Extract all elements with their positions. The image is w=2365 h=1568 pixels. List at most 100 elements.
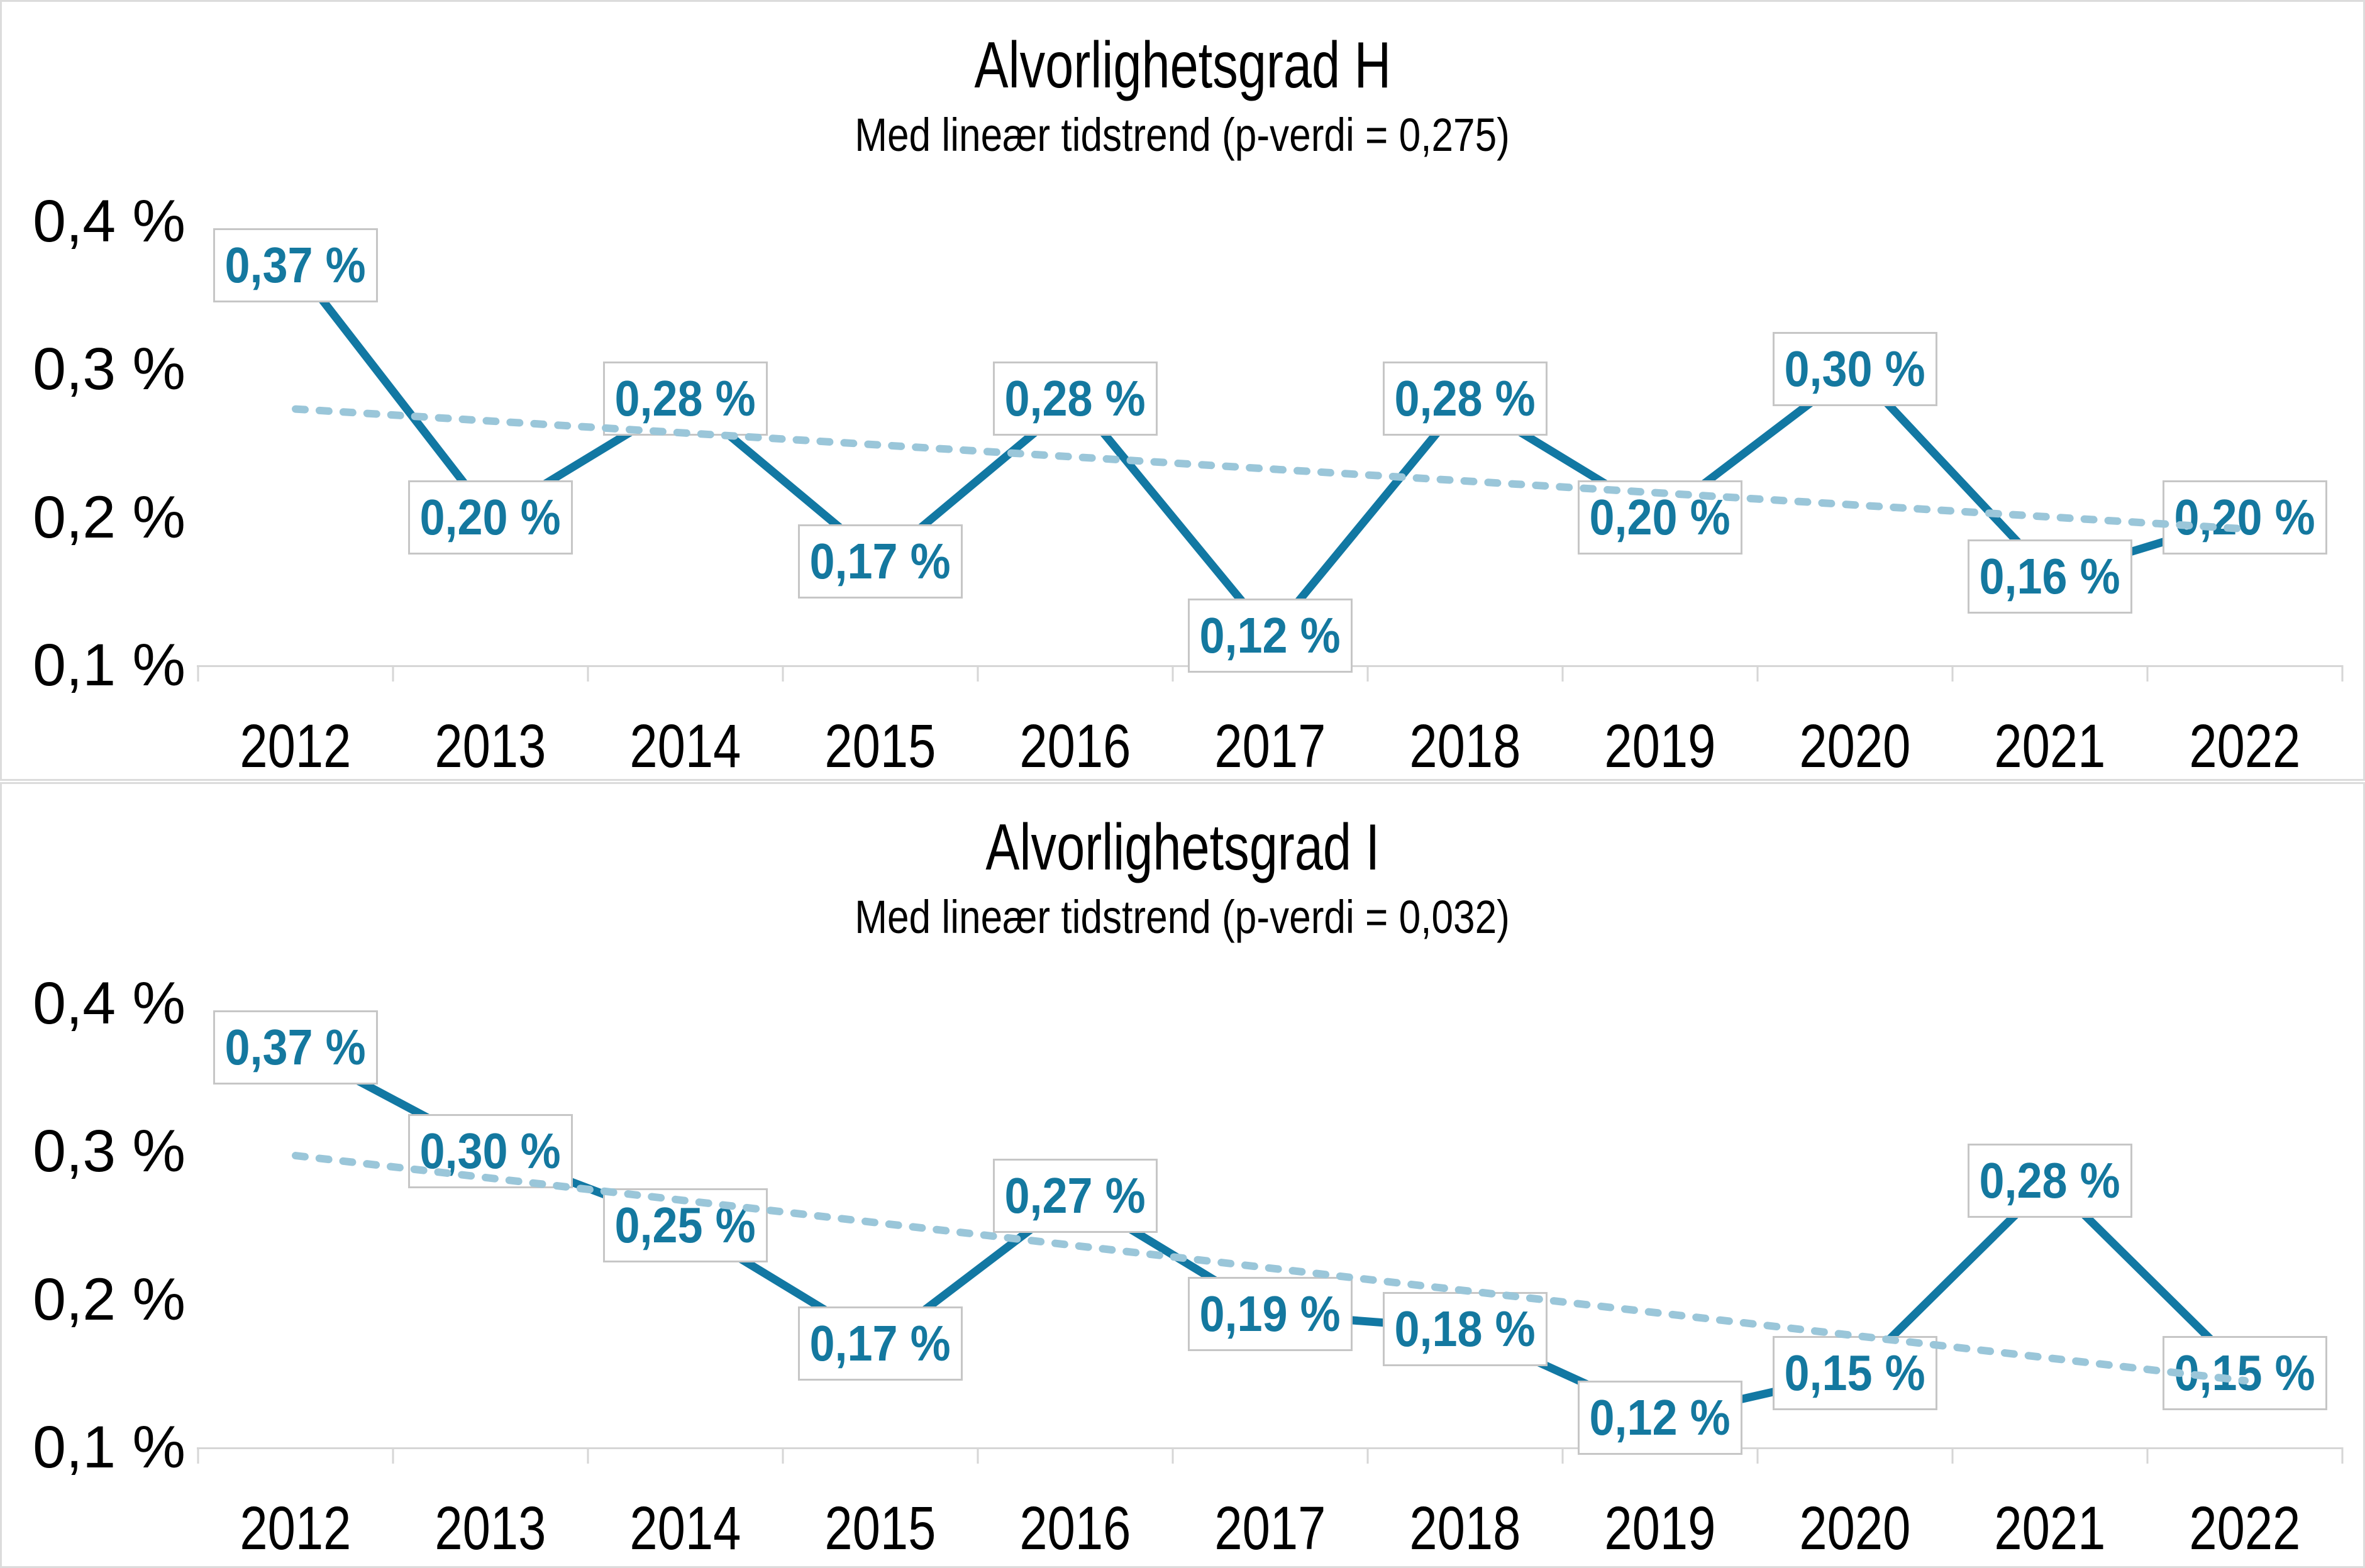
- x-axis-label-text: 2020: [1799, 1494, 1911, 1562]
- x-axis-label: 2020: [1729, 1491, 1981, 1566]
- x-axis-label: 2014: [560, 1491, 811, 1566]
- data-label-text: 0,30 %: [419, 1123, 562, 1179]
- chart-subtitle: Med lineær tidstrend (p-verdi = 0,275): [2, 105, 2363, 165]
- y-axis-label: 0,1 %: [33, 1414, 186, 1481]
- x-axis-label-text: 2019: [1604, 712, 1716, 780]
- x-axis-label-text: 2013: [435, 1494, 546, 1562]
- data-label: 0,28 %: [993, 362, 1158, 436]
- data-label-text: 0,17 %: [809, 1315, 951, 1372]
- y-axis-label: 0,3 %: [33, 1118, 186, 1184]
- data-label: 0,15 %: [2163, 1336, 2327, 1411]
- data-label-text: 0,20 %: [419, 489, 562, 545]
- data-label: 0,25 %: [603, 1188, 768, 1262]
- x-axis-label-text: 2022: [2189, 1494, 2301, 1562]
- x-axis-label: 2021: [1924, 709, 2176, 784]
- x-axis-label-text: 2014: [629, 712, 741, 780]
- x-axis-label-text: 2021: [1994, 1494, 2106, 1562]
- data-label-text: 0,20 %: [1589, 489, 1731, 545]
- x-axis-label-text: 2012: [240, 712, 352, 780]
- data-label-text: 0,37 %: [224, 1019, 367, 1076]
- y-axis-label: 0,2 %: [33, 483, 186, 551]
- x-axis-label: 2022: [2119, 709, 2365, 784]
- chart-title: Alvorlighetsgrad I: [2, 810, 2363, 885]
- x-axis-label-text: 2018: [1409, 712, 1521, 780]
- data-label: 0,28 %: [1968, 1144, 2132, 1218]
- data-label-text: 0,28 %: [614, 370, 756, 427]
- x-axis-label: 2012: [170, 1491, 421, 1566]
- x-axis-label: 2013: [365, 1491, 616, 1566]
- data-label: 0,20 %: [2163, 480, 2327, 555]
- series-line: [291, 1043, 2249, 1422]
- x-axis-label: 2015: [755, 1491, 1006, 1566]
- chart-title-text: Alvorlighetsgrad I: [985, 811, 1380, 884]
- x-axis-label: 2018: [1339, 1491, 1591, 1566]
- y-axis-label: 0,2 %: [33, 1266, 186, 1333]
- data-label: 0,12 %: [1578, 1380, 1742, 1455]
- data-label-text: 0,15 %: [2174, 1345, 2316, 1401]
- data-label-text: 0,28 %: [1979, 1152, 2121, 1209]
- x-axis-label-text: 2017: [1214, 1494, 1326, 1562]
- data-label: 0,17 %: [798, 524, 963, 599]
- x-axis-label-text: 2015: [824, 712, 936, 780]
- data-label-text: 0,15 %: [1784, 1345, 1926, 1401]
- x-axis-label: 2018: [1339, 709, 1591, 784]
- chart-subtitle-text: Med lineær tidstrend (p-verdi = 0,032): [855, 891, 1510, 943]
- x-axis-label: 2012: [170, 709, 421, 784]
- x-axis-label: 2016: [950, 709, 1201, 784]
- data-label-text: 0,25 %: [614, 1196, 756, 1253]
- x-axis-label-text: 2022: [2189, 712, 2301, 780]
- data-label-text: 0,18 %: [1394, 1300, 1536, 1357]
- data-label-text: 0,27 %: [1004, 1167, 1146, 1223]
- x-axis-label-text: 2015: [824, 1494, 936, 1562]
- data-label: 0,27 %: [993, 1158, 1158, 1233]
- data-label-text: 0,37 %: [224, 237, 367, 294]
- y-axis-label: 0,4 %: [33, 969, 186, 1037]
- data-label-text: 0,28 %: [1004, 370, 1146, 427]
- x-axis-label: 2019: [1534, 709, 1786, 784]
- data-label: 0,20 %: [408, 480, 573, 555]
- x-axis-label: 2013: [365, 709, 616, 784]
- data-label-text: 0,12 %: [1589, 1389, 1731, 1445]
- data-label: 0,30 %: [1773, 332, 1937, 406]
- chart-panel-h: Alvorlighetsgrad H Med lineær tidstrend …: [0, 0, 2365, 781]
- chart-title: Alvorlighetsgrad H: [2, 28, 2363, 102]
- x-axis-label-text: 2016: [1019, 1494, 1131, 1562]
- y-axis-label: 0,4 %: [33, 187, 186, 255]
- data-label-text: 0,16 %: [1979, 548, 2121, 604]
- data-label: 0,17 %: [798, 1306, 963, 1381]
- y-axis-label: 0,3 %: [33, 336, 186, 402]
- chart-panel-i: Alvorlighetsgrad I Med lineær tidstrend …: [0, 782, 2365, 1568]
- x-axis-label-text: 2013: [435, 712, 546, 780]
- data-label-text: 0,28 %: [1394, 370, 1536, 427]
- x-axis-label-text: 2021: [1994, 712, 2106, 780]
- series-line: [291, 261, 2249, 640]
- x-axis-label-text: 2017: [1214, 712, 1326, 780]
- data-label-text: 0,19 %: [1199, 1286, 1341, 1342]
- data-label-text: 0,20 %: [2174, 489, 2316, 545]
- data-label: 0,15 %: [1773, 1336, 1937, 1411]
- chart-subtitle: Med lineær tidstrend (p-verdi = 0,032): [2, 887, 2363, 947]
- data-label: 0,16 %: [1968, 539, 2132, 614]
- x-axis-label-text: 2016: [1019, 712, 1131, 780]
- data-label: 0,37 %: [213, 1010, 378, 1085]
- x-axis-label: 2017: [1144, 1491, 1396, 1566]
- x-axis-label-text: 2019: [1604, 1494, 1716, 1562]
- data-label-text: 0,12 %: [1199, 607, 1341, 663]
- x-axis-label: 2019: [1534, 1491, 1786, 1566]
- data-label: 0,30 %: [408, 1114, 573, 1188]
- data-label-text: 0,17 %: [809, 533, 951, 590]
- data-label: 0,37 %: [213, 228, 378, 303]
- plot-area-h: 0,4 % 0,3 % 0,2 % 0,1 % 2012 2013 2014 2015 2016…: [2, 2, 2363, 780]
- x-axis-label: 2020: [1729, 709, 1981, 784]
- data-label: 0,28 %: [603, 362, 768, 436]
- x-axis-label: 2021: [1924, 1491, 2176, 1566]
- data-label: 0,28 %: [1383, 362, 1548, 436]
- x-axis-label-text: 2014: [629, 1494, 741, 1562]
- x-axis-label: 2016: [950, 1491, 1201, 1566]
- x-axis-label-text: 2018: [1409, 1494, 1521, 1562]
- data-label: 0,18 %: [1383, 1291, 1548, 1366]
- chart-subtitle-text: Med lineær tidstrend (p-verdi = 0,275): [855, 109, 1510, 161]
- data-label: 0,12 %: [1188, 598, 1353, 673]
- data-label: 0,20 %: [1578, 480, 1742, 555]
